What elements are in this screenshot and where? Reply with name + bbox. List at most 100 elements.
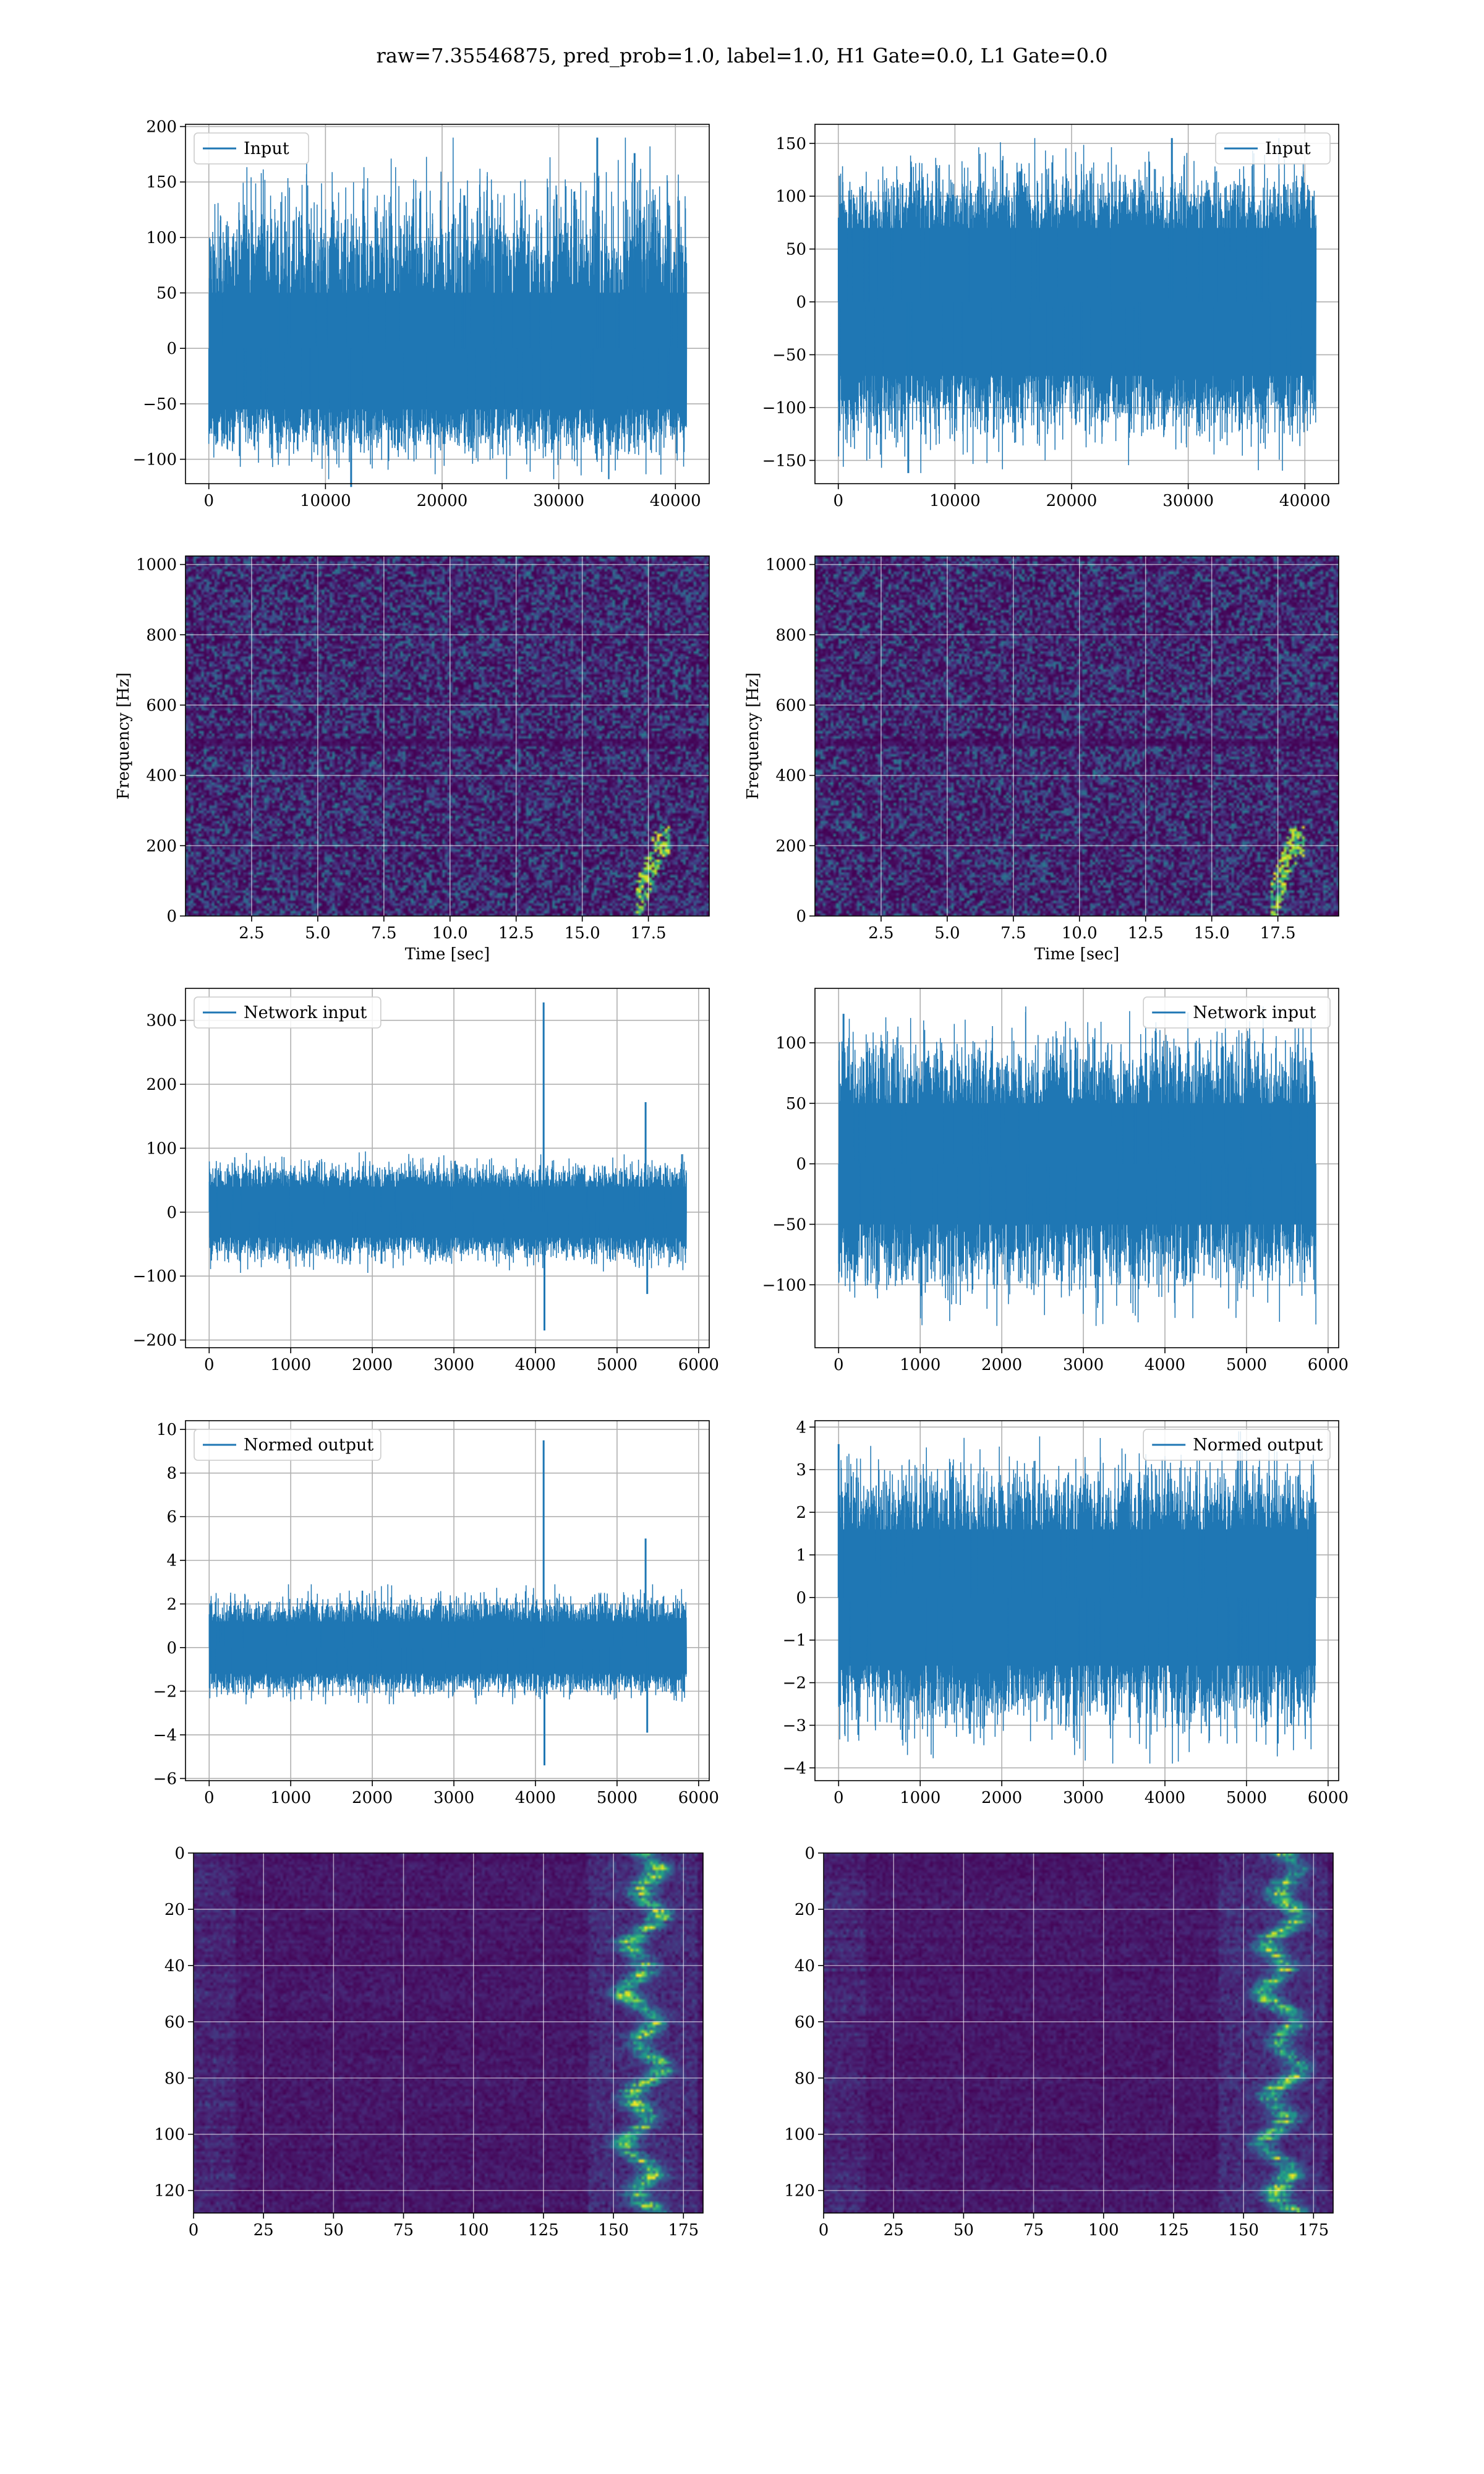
legend-label: Input: [244, 139, 289, 158]
x-tick-label: 0: [189, 2221, 199, 2240]
x-tick-label: 5000: [597, 1356, 638, 1374]
panel-r3c1: 0 1000 2000 3000 4000 5000 6000 −200 −100 0 100 200…: [133, 988, 719, 1374]
panel-r4c1: 0 1000 2000 3000 4000 5000 6000 −6 −4 −2 0 2 4 6 8 10 No…: [153, 1420, 719, 1807]
x-tick-label: 4000: [515, 1356, 556, 1374]
y-tick-label: 0: [166, 1639, 177, 1658]
panel-r2c1-image: [186, 556, 709, 916]
panel-r4c1-grid: [186, 1421, 709, 1781]
legend-box: [194, 132, 309, 165]
y-tick-label: 200: [146, 1076, 177, 1094]
panel-r2c1: 2.5 5.0 7.5 10.0 12.5 15.0 17.5 0 200 400 600 800 10…: [114, 555, 710, 964]
panel-r4c1-series-line: [208, 1584, 687, 1705]
panel-r4c2: 0 1000 2000 3000 4000 5000 6000 −4 −3 −2 −1 0 1 2 3 4 No…: [783, 1418, 1349, 1807]
y-tick-label: 100: [784, 2126, 815, 2144]
y-tick-label: 400: [775, 767, 806, 785]
x-tick-label: 6000: [1308, 1789, 1349, 1807]
panel-r3c1-legend: Network input: [194, 996, 382, 1029]
y-tick-label: −2: [783, 1674, 806, 1693]
y-tick-label: 40: [795, 1957, 815, 1975]
x-tick-label: 10000: [929, 492, 981, 510]
panels: 0 10000 20000 30000 40000−100−50050100150200…: [114, 118, 1349, 2240]
y-tick-label: 60: [164, 2013, 185, 2032]
y-tick-label: 150: [775, 135, 806, 153]
y-tick-label: 1: [796, 1546, 806, 1565]
x-tick-label: 175: [1298, 2221, 1329, 2240]
y-tick-label: −50: [772, 346, 806, 365]
x-tick-label: 12.5: [498, 924, 534, 943]
legend-label: Input: [1265, 139, 1311, 158]
y-tick-label: 800: [775, 626, 806, 644]
x-tick-label: 10.0: [432, 924, 468, 943]
y-tick-label: −50: [772, 1215, 806, 1234]
y-tick-label: −100: [762, 1276, 806, 1295]
panel-r1c2: 0 10000 20000 30000 40000 −150 −100 −50 0 50 100 15…: [762, 124, 1339, 510]
y-tick-label: 10: [156, 1421, 177, 1439]
y-tick-label: 2: [796, 1504, 806, 1522]
x-tick-label: 25: [254, 2221, 274, 2240]
panel-r1c2-series-line: [837, 138, 1317, 473]
figure-suptitle: raw=7.35546875, pred_prob=1.0, label=1.0…: [377, 44, 1108, 67]
x-tick-label: 4000: [1145, 1789, 1185, 1807]
y-tick-label: 4: [796, 1418, 806, 1437]
legend-box: [1143, 1429, 1331, 1461]
x-tick-label: 0: [819, 2221, 829, 2240]
y-tick-label: 1000: [765, 556, 806, 575]
y-tick-label: 1000: [136, 556, 177, 575]
y-tick-label: 100: [146, 1139, 177, 1158]
y-tick-label: 100: [146, 229, 177, 247]
panel-r1c2-legend: Input: [1215, 132, 1331, 165]
y-tick-label: 0: [804, 1844, 815, 1863]
panel-r3c1-series-line: [208, 1151, 687, 1273]
x-tick-label: 6000: [1308, 1356, 1349, 1374]
y-tick-label: 40: [164, 1957, 185, 1975]
y-tick-label: 20: [164, 1901, 185, 1919]
y-tick-label: 4: [166, 1552, 177, 1570]
y-tick-label: 0: [166, 907, 177, 926]
x-tick-label: 15.0: [1194, 924, 1230, 943]
panel-r4c1-frame: [185, 1420, 710, 1781]
panel-r2c2-ylabel: Frequency [Hz]: [744, 672, 762, 800]
y-tick-label: 150: [146, 173, 177, 192]
x-tick-label: 2000: [981, 1789, 1022, 1807]
x-tick-label: 17.5: [631, 924, 667, 943]
x-tick-label: 17.5: [1260, 924, 1296, 943]
x-tick-label: 5.0: [305, 924, 330, 943]
panel-r2c2-image: [815, 556, 1339, 916]
x-tick-label: 175: [668, 2221, 699, 2240]
x-tick-label: 50: [953, 2221, 974, 2240]
panel-r3c2-legend: Network input: [1143, 996, 1331, 1029]
panel-r4c2-legend: Normed output: [1143, 1429, 1331, 1461]
x-tick-label: 7.5: [1000, 924, 1026, 943]
panel-r4c2-frame: [814, 1420, 1339, 1781]
x-tick-label: 40000: [650, 492, 701, 510]
x-tick-label: 1000: [270, 1789, 311, 1807]
legend-label: Network input: [1193, 1003, 1316, 1022]
x-tick-label: 3000: [1063, 1789, 1104, 1807]
y-tick-label: −200: [133, 1332, 177, 1350]
panel-r2c2-frame: [814, 555, 1339, 917]
y-tick-label: 120: [784, 2182, 815, 2201]
y-tick-label: 50: [786, 241, 806, 259]
x-tick-label: 1000: [900, 1789, 940, 1807]
y-tick-label: 0: [166, 1204, 177, 1222]
panel-r5c1: 0 25 50 75 100 125 150 175 0 20 40 60 80 100 120: [154, 1844, 704, 2240]
y-tick-label: 50: [786, 1095, 806, 1113]
panel-r5c1-frame: [193, 1852, 704, 2214]
x-tick-label: 2000: [981, 1356, 1022, 1374]
panel-r4c1-background: [186, 1421, 709, 1781]
y-tick-label: 50: [156, 285, 177, 303]
panel-r2c1-xlabel: Time [sec]: [405, 945, 490, 964]
panel-r2c1-frame: [185, 555, 710, 917]
legend-label: Network input: [244, 1003, 367, 1022]
x-tick-label: 125: [528, 2221, 559, 2240]
x-tick-label: 75: [1023, 2221, 1044, 2240]
y-tick-label: 400: [146, 767, 177, 785]
x-tick-label: 100: [1088, 2221, 1119, 2240]
panel-r1c1: 0 10000 20000 30000 40000 −100 −50 0 50 100 150 200…: [133, 118, 710, 510]
x-tick-label: 0: [834, 1789, 844, 1807]
y-tick-label: 100: [775, 1034, 806, 1053]
x-tick-label: 5000: [597, 1789, 638, 1807]
x-tick-label: 1000: [270, 1356, 311, 1374]
y-tick-label: 20: [795, 1901, 815, 1919]
